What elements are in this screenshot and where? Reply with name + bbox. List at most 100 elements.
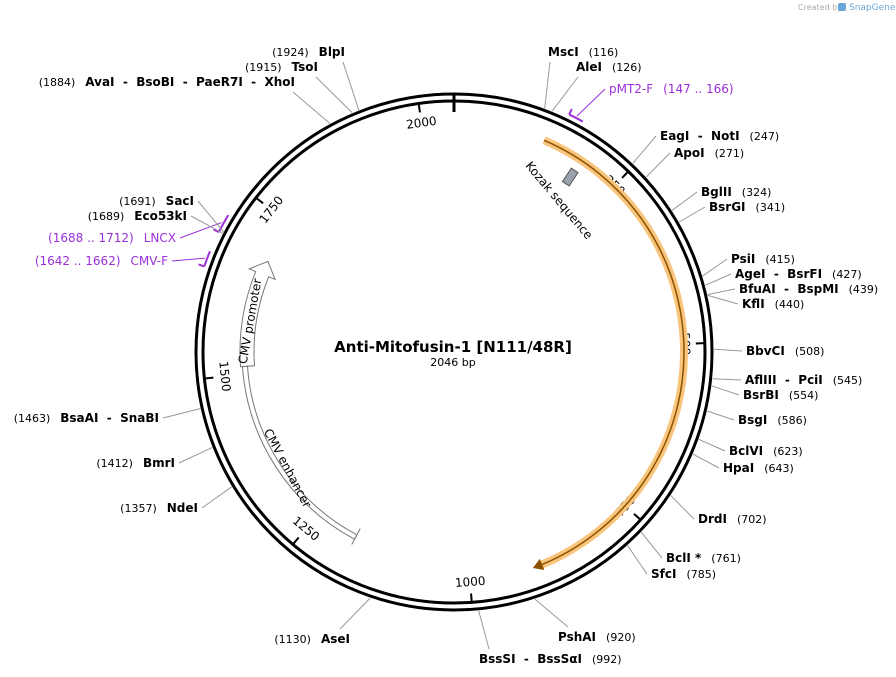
enzyme-name: EagI - NotI <box>660 129 740 143</box>
enzyme-label: (1412) BmrI <box>96 456 175 470</box>
enzyme-site: (415) <box>765 253 795 266</box>
enzyme-label: EagI - NotI (247) <box>660 129 779 143</box>
enzyme-label: BsgI (586) <box>738 413 807 427</box>
primer-leader <box>179 222 222 239</box>
enzyme-site: (761) <box>711 552 741 565</box>
primer-arc <box>568 113 584 123</box>
enzyme-label: ApoI (271) <box>674 146 744 160</box>
enzyme-site: (126) <box>612 61 642 74</box>
enzyme-site: (440) <box>775 298 805 311</box>
enzyme-name: BmrI <box>143 456 175 470</box>
enzyme-site: (643) <box>764 462 794 475</box>
enzyme-name: DrdI <box>698 512 727 526</box>
enzyme-site: (586) <box>777 414 807 427</box>
enzyme-name: TsoI <box>292 60 318 74</box>
enzyme-name: BssSI - BssSαI <box>479 652 582 666</box>
cut-site-line <box>162 408 201 419</box>
enzyme-name: HpaI <box>723 461 754 475</box>
enzyme-name: KflI <box>742 297 765 311</box>
tick-label: 1250 <box>290 514 322 544</box>
enzyme-label: DrdI (702) <box>698 512 767 526</box>
primer-text: LNCX <box>144 231 176 245</box>
enzyme-site: (623) <box>773 445 803 458</box>
enzyme-name: BclVI <box>729 444 763 458</box>
cut-site-line <box>645 152 671 178</box>
enzyme-label: (1691) SacI <box>119 194 194 208</box>
cut-site-line <box>711 385 740 396</box>
enzyme-name: PsiI <box>731 252 755 266</box>
enzyme-name: BsgI <box>738 413 767 427</box>
enzyme-name: AseI <box>321 632 350 646</box>
enzyme-site: (1412) <box>96 457 133 470</box>
tick-label: 1000 <box>455 574 486 590</box>
brand: SnapGene <box>849 3 896 13</box>
feature-arc <box>537 139 685 567</box>
enzyme-site: (992) <box>592 653 622 666</box>
enzyme-label: BsrGI (341) <box>709 200 785 214</box>
feature-arrow <box>239 260 277 368</box>
enzyme-site: (427) <box>832 268 862 281</box>
enzyme-label: BbvCI (508) <box>746 344 824 358</box>
enzyme-label: BglII (324) <box>701 185 771 199</box>
primer-label: (1642 .. 1662) CMV-F <box>35 254 168 268</box>
cut-site-line <box>292 91 331 124</box>
enzyme-name: AvaI - BsoBI - PaeR7I - XhoI <box>85 75 295 89</box>
enzyme-site: (785) <box>686 568 716 581</box>
enzyme-site: (247) <box>750 130 780 143</box>
enzyme-label: (1915) TsoI <box>245 60 318 74</box>
enzyme-label: BssSI - BssSαI (992) <box>479 652 622 666</box>
enzyme-label: AleI (126) <box>576 60 642 74</box>
primer-label: (1688 .. 1712) LNCX <box>48 231 176 245</box>
cut-site-line <box>671 191 698 211</box>
enzyme-label: (1689) Eco53kI <box>88 209 187 223</box>
cut-site-line <box>705 273 732 286</box>
enzyme-name: BbvCI <box>746 344 785 358</box>
plasmid-title: Anti-Mitofusin-1 [N111/48R] <box>334 338 572 356</box>
feature-label: CMV enhancer <box>261 426 314 510</box>
brand-icon <box>838 3 846 11</box>
enzyme-label: PshAI (920) <box>558 630 636 644</box>
cut-site-line <box>707 410 735 421</box>
primer-label: pMT2-F (147 .. 166) <box>609 82 734 96</box>
enzyme-name: BsrBI <box>743 388 779 402</box>
cut-site-line <box>315 76 353 114</box>
enzyme-name: BglII <box>701 185 732 199</box>
primer-text: pMT2-F <box>609 82 653 96</box>
cut-site-line <box>692 453 720 469</box>
enzyme-site: (439) <box>849 283 879 296</box>
cut-site-line <box>178 447 213 464</box>
enzyme-name: BlpI <box>319 45 345 59</box>
primer-text: (1642 .. 1662) <box>35 254 121 268</box>
enzyme-name: Eco53kI <box>134 209 187 223</box>
enzyme-site: (271) <box>715 147 745 160</box>
credit: Created by <box>798 3 842 12</box>
enzyme-name: ApoI <box>674 146 705 160</box>
enzyme-name: AflIII - PciI <box>745 373 823 387</box>
cut-site-line <box>339 597 371 630</box>
cut-site-line <box>342 61 360 111</box>
cut-site-line <box>627 545 648 575</box>
feature-band <box>241 365 358 540</box>
tick-mark <box>621 171 629 179</box>
enzyme-label: BclVI (623) <box>729 444 803 458</box>
tick-mark <box>205 376 214 380</box>
cut-site-line <box>632 135 657 164</box>
enzyme-site: (702) <box>737 513 767 526</box>
cut-site-line <box>201 486 232 509</box>
enzyme-name: BsaAI - SnaBI <box>60 411 159 425</box>
enzyme-label: (1463) BsaAI - SnaBI <box>14 411 159 425</box>
cut-site-line <box>678 206 706 223</box>
tick-label: 1750 <box>256 193 286 226</box>
enzyme-label: HpaI (643) <box>723 461 794 475</box>
cut-site-line <box>544 61 551 109</box>
feature-arrowhead <box>532 558 545 571</box>
tick-label: 2000 <box>405 114 437 132</box>
enzyme-site: (1691) <box>119 195 156 208</box>
primer-leader <box>576 88 606 117</box>
cut-site-line <box>478 610 490 650</box>
enzyme-site: (545) <box>833 374 863 387</box>
enzyme-label: AflIII - PciI (545) <box>745 373 862 387</box>
enzyme-site: (920) <box>606 631 636 644</box>
